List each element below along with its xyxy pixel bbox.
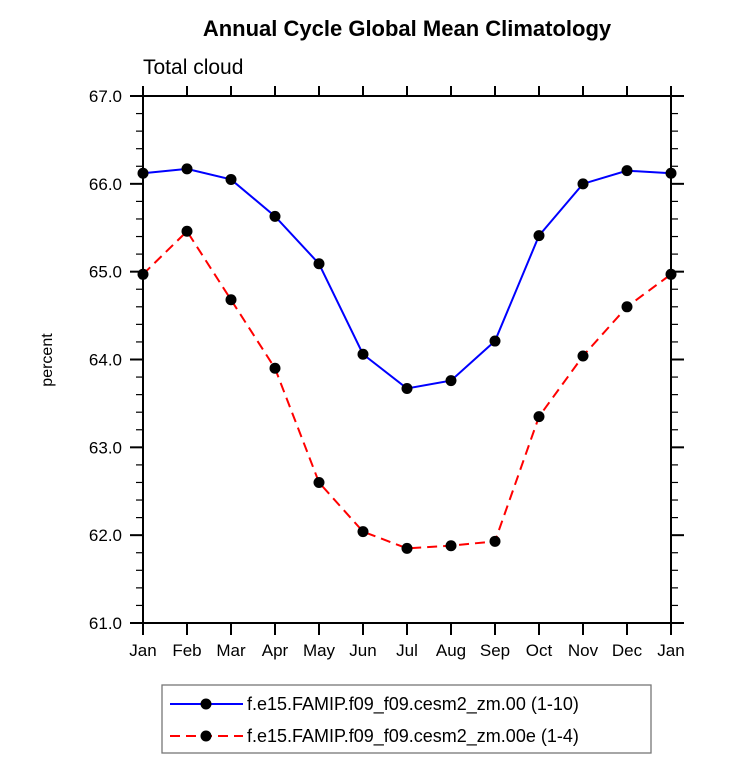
data-point-marker bbox=[137, 268, 149, 280]
legend-box bbox=[161, 684, 652, 754]
y-tick-label: 66.0 bbox=[89, 175, 122, 194]
data-point-marker bbox=[577, 178, 589, 190]
data-point-marker bbox=[665, 167, 677, 179]
x-tick-label: Jun bbox=[349, 641, 376, 660]
y-tick-label: 61.0 bbox=[89, 614, 122, 633]
data-point-marker bbox=[269, 362, 281, 374]
x-tick-label: Jan bbox=[129, 641, 156, 660]
data-point-marker bbox=[533, 230, 545, 242]
y-axis-label: percent bbox=[39, 333, 56, 387]
chart-title: Annual Cycle Global Mean Climatology bbox=[202, 16, 612, 41]
legend-label: f.e15.FAMIP.f09_f09.cesm2_zm.00e (1-4) bbox=[247, 726, 579, 747]
x-tick-label: Aug bbox=[436, 641, 466, 660]
data-point-marker bbox=[401, 542, 413, 554]
data-point-marker bbox=[181, 163, 193, 175]
legend-marker bbox=[200, 730, 212, 742]
y-tick-label: 63.0 bbox=[89, 438, 122, 457]
x-tick-label: Mar bbox=[216, 641, 246, 660]
data-point-marker bbox=[313, 258, 325, 270]
data-point-marker bbox=[489, 335, 501, 347]
data-point-marker bbox=[225, 173, 237, 185]
data-point-marker bbox=[665, 268, 677, 280]
x-tick-label: Apr bbox=[262, 641, 289, 660]
data-point-marker bbox=[533, 411, 545, 423]
legend-row-1: f.e15.FAMIP.f09_f09.cesm2_zm.00 (1-10) bbox=[170, 694, 579, 715]
x-tick-label: Dec bbox=[612, 641, 643, 660]
data-point-marker bbox=[269, 210, 281, 222]
y-tick-label: 67.0 bbox=[89, 87, 122, 106]
y-tick-label: 64.0 bbox=[89, 351, 122, 370]
x-tick-label: Feb bbox=[172, 641, 201, 660]
data-point-marker bbox=[401, 382, 413, 394]
x-tick-label: May bbox=[303, 641, 336, 660]
x-tick-label: Oct bbox=[526, 641, 553, 660]
series-markers-2 bbox=[137, 225, 677, 554]
data-point-marker bbox=[445, 375, 457, 387]
data-point-marker bbox=[137, 167, 149, 179]
data-point-marker bbox=[621, 301, 633, 313]
data-point-marker bbox=[577, 350, 589, 362]
x-tick-label: Nov bbox=[568, 641, 599, 660]
y-tick-label: 65.0 bbox=[89, 263, 122, 282]
legend-marker bbox=[200, 698, 212, 710]
series-markers-1 bbox=[137, 163, 677, 394]
data-point-marker bbox=[313, 476, 325, 488]
data-point-marker bbox=[181, 225, 193, 237]
data-point-marker bbox=[621, 165, 633, 177]
x-tick-label: Sep bbox=[480, 641, 510, 660]
legend-row-2: f.e15.FAMIP.f09_f09.cesm2_zm.00e (1-4) bbox=[170, 726, 579, 747]
data-point-marker bbox=[225, 294, 237, 306]
legend-label: f.e15.FAMIP.f09_f09.cesm2_zm.00 (1-10) bbox=[247, 694, 579, 715]
x-tick-label: Jul bbox=[396, 641, 418, 660]
data-point-marker bbox=[489, 535, 501, 547]
data-point-marker bbox=[357, 526, 369, 538]
chart-subtitle: Total cloud bbox=[143, 56, 244, 79]
y-tick-label: 62.0 bbox=[89, 526, 122, 545]
data-point-marker bbox=[357, 348, 369, 360]
x-tick-label: Jan bbox=[657, 641, 684, 660]
series-line-1 bbox=[142, 167, 672, 390]
data-point-marker bbox=[445, 540, 457, 552]
